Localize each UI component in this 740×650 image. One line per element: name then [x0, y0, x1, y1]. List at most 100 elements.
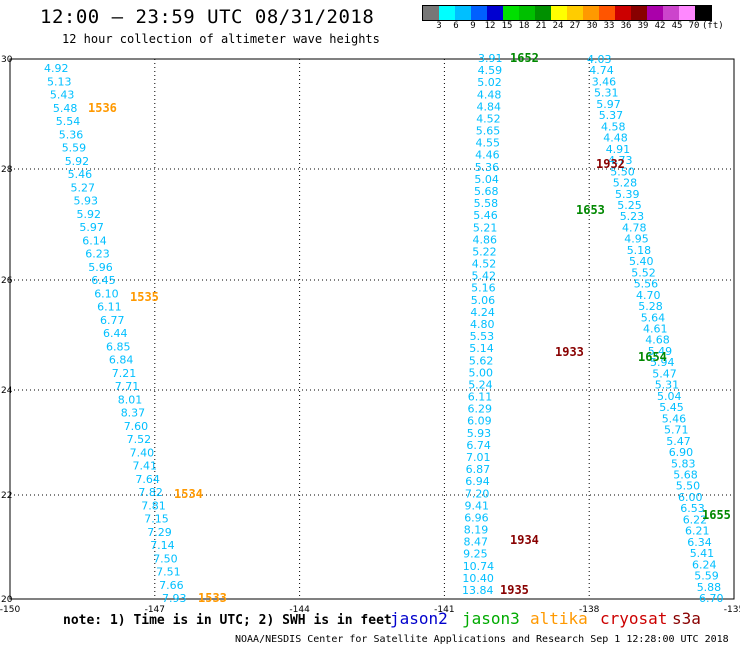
legend-swatch [439, 6, 455, 20]
wave-height-value: 5.41 [690, 547, 715, 560]
y-tick-label: 30 [1, 55, 13, 65]
legend-swatch [519, 6, 535, 20]
wave-height-value: 6.10 [94, 287, 119, 300]
pass-time-label: 1934 [510, 533, 539, 547]
wave-height-value: 5.93 [467, 427, 492, 440]
wave-height-value: 6.87 [466, 463, 491, 476]
wave-height-value: 7.15 [144, 513, 169, 526]
wave-height-value: 8.19 [464, 524, 489, 537]
wave-height-value: 6.00 [678, 491, 703, 504]
wave-height-value: 5.46 [473, 209, 498, 222]
x-tick-label: -147 [145, 605, 165, 615]
legend-swatch [695, 6, 711, 20]
plot-frame [9, 58, 735, 600]
wave-height-value: 5.50 [676, 480, 701, 493]
wave-height-value: 5.40 [629, 255, 654, 268]
wave-height-value: 4.80 [470, 318, 495, 331]
pass-time-label: 1935 [500, 583, 529, 597]
legend-label: 39 [637, 21, 649, 31]
legend-swatch [647, 6, 663, 20]
wave-height-value: 5.46 [68, 168, 93, 181]
wave-height-value: 5.56 [634, 278, 659, 291]
pass-time-label: 1535 [130, 290, 159, 304]
pass-time-label: 1534 [174, 487, 203, 501]
units-note: note: 1) Time is in UTC; 2) SWH is in fe… [63, 613, 392, 628]
wave-height-value: 5.71 [664, 424, 689, 437]
wave-height-value: 6.53 [680, 502, 705, 515]
page-title: 12:00 – 23:59 UTC 08/31/2018 [40, 6, 375, 28]
wave-height-value: 6.24 [692, 558, 717, 571]
wave-height-value: 6.11 [97, 301, 122, 314]
wave-height-value: 7.81 [141, 499, 166, 512]
wave-height-value: 5.04 [657, 390, 682, 403]
wave-height-value: 6.90 [669, 446, 694, 459]
y-tick-label: 22 [1, 491, 12, 501]
wave-height-value: 4.59 [478, 64, 503, 77]
legend-label: 42 [654, 21, 666, 31]
legend-label: 9 [470, 21, 476, 31]
wave-height-value: 5.37 [599, 109, 624, 122]
wave-height-value: 5.28 [613, 177, 638, 190]
legend-label: 18 [518, 21, 530, 31]
wave-height-value: 7.20 [465, 487, 490, 500]
wave-height-value: 5.48 [53, 102, 78, 115]
wave-height-value: 7.21 [112, 367, 137, 380]
wave-height-value: 7.50 [153, 552, 178, 565]
wave-height-value: 5.59 [62, 142, 86, 155]
wave-height-value: 9.25 [463, 548, 488, 561]
legend-label: (ft) [702, 21, 724, 31]
legend-swatch [487, 6, 503, 20]
wave-height-value: 4.91 [606, 143, 631, 156]
wave-height-value: 4.46 [475, 149, 500, 162]
legend-swatch [599, 6, 615, 20]
wave-height-value: 6.77 [100, 314, 125, 327]
wave-height-value: 4.92 [44, 62, 69, 75]
x-tick-label: -150 [0, 605, 20, 615]
wave-height-value: 5.45 [659, 401, 684, 414]
pass-time-label: 1536 [88, 101, 117, 115]
legend-swatch [455, 6, 471, 20]
legend-label: 12 [484, 21, 496, 31]
wave-height-value: 5.54 [56, 115, 81, 128]
wave-height-value: 5.36 [475, 161, 500, 174]
wave-height-value: 4.48 [603, 132, 628, 145]
wave-height-value: 6.29 [468, 403, 493, 416]
wave-height-value: 5.31 [594, 87, 619, 100]
wave-height-value: 5.97 [79, 221, 104, 234]
wave-height-value: 5.88 [697, 581, 722, 594]
wave-height-value: 4.24 [470, 306, 495, 319]
page-subtitle: 12 hour collection of altimeter wave hei… [62, 32, 380, 46]
wave-height-value: 3.46 [592, 76, 617, 89]
wave-height-value: 4.95 [624, 233, 649, 246]
wave-height-value: 6.84 [109, 354, 133, 367]
pass-time-label: 1655 [702, 508, 731, 522]
wave-height-value: 5.50 [610, 165, 635, 178]
wave-height-value: 7.66 [159, 579, 184, 592]
wave-height-value: 4.48 [477, 88, 502, 101]
pass-time-label: 1653 [576, 203, 605, 217]
wave-height-value: 4.74 [589, 64, 614, 77]
wave-height-value: 7.52 [127, 433, 152, 446]
legend-swatch [551, 6, 567, 20]
wave-height-value: 5.42 [472, 270, 497, 283]
wave-height-value: 7.41 [133, 460, 158, 473]
wave-height-value: 4.78 [622, 221, 647, 234]
legend-label: 6 [453, 21, 459, 31]
pass-time-label: 1652 [510, 51, 539, 65]
x-tick-label: -138 [579, 605, 600, 615]
legend-swatch [631, 6, 647, 20]
wave-height-value: 6.23 [85, 248, 110, 261]
wave-height-value: 6.14 [82, 234, 107, 247]
wave-height-value: 5.92 [65, 155, 90, 168]
wave-height-value: 5.31 [655, 379, 680, 392]
legend-label: 3 [436, 21, 442, 31]
wave-height-value: 4.03 [587, 53, 612, 66]
wave-height-value: 5.68 [673, 469, 698, 482]
wave-height-value: 6.70 [699, 592, 724, 605]
y-tick-label: 26 [1, 276, 13, 286]
wave-height-value: 5.97 [596, 98, 621, 111]
wave-height-value: 5.59 [694, 570, 719, 583]
wave-height-value: 7.93 [162, 592, 187, 605]
wave-height-value: 8.01 [118, 393, 143, 406]
pass-time-label: 1533 [198, 591, 227, 605]
